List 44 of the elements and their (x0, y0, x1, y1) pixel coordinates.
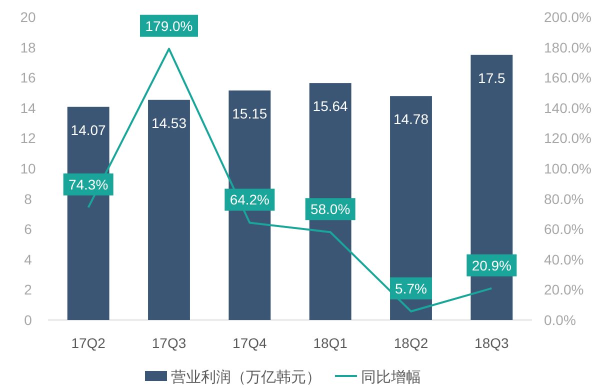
y2-tick-label: 80.0% (544, 190, 584, 207)
data-label: 5.7% (395, 280, 427, 296)
data-label: 20.9% (472, 257, 512, 274)
y2-tick-label: 180.0% (544, 39, 592, 56)
bar (390, 96, 432, 320)
data-label: 64.2% (230, 192, 270, 208)
bar (148, 100, 190, 320)
y-tick-label: 20 (20, 9, 36, 25)
y-tick-label: 6 (24, 221, 32, 238)
y-tick-label: 12 (20, 130, 36, 146)
y2-tick-label: 140.0% (544, 100, 592, 116)
x-tick-label: 17Q3 (152, 335, 186, 351)
x-tick-label: 18Q2 (394, 335, 428, 351)
y2-tick-label: 120.0% (544, 130, 592, 146)
x-tick-label: 17Q2 (71, 335, 106, 351)
y-tick-label: 14 (20, 100, 36, 116)
x-tick-label: 18Q1 (313, 335, 348, 351)
legend-label: 营业利润（万亿韩元） (171, 369, 321, 386)
y2-tick-label: 100.0% (544, 160, 592, 176)
y-tick-label: 0 (24, 312, 32, 328)
legend-label: 同比增幅 (361, 369, 421, 386)
x-tick-label: 17Q4 (232, 335, 268, 351)
y2-tick-label: 0.0% (544, 312, 576, 328)
y2-tick-label: 200.0% (544, 9, 592, 25)
y-tick-label: 10 (20, 160, 36, 176)
data-label: 14.78 (393, 111, 429, 128)
y-tick-label: 18 (20, 39, 36, 56)
y-tick-label: 16 (20, 70, 36, 86)
y-tick-label: 8 (24, 190, 32, 207)
y2-tick-label: 20.0% (544, 282, 584, 298)
y-tick-label: 4 (24, 251, 32, 268)
x-tick-label: 18Q3 (474, 335, 510, 351)
data-label: 14.53 (151, 114, 187, 131)
y2-tick-label: 160.0% (544, 70, 592, 86)
data-label: 15.64 (312, 98, 348, 114)
data-label: 74.3% (68, 176, 108, 192)
y2-tick-label: 60.0% (544, 221, 584, 238)
data-label: 17.5 (478, 70, 506, 86)
data-label: 179.0% (145, 18, 193, 34)
y2-tick-label: 40.0% (544, 251, 584, 268)
data-label: 15.15 (232, 105, 268, 122)
y-tick-label: 2 (24, 282, 32, 298)
data-label: 58.0% (310, 201, 350, 218)
data-label: 14.07 (70, 122, 106, 138)
